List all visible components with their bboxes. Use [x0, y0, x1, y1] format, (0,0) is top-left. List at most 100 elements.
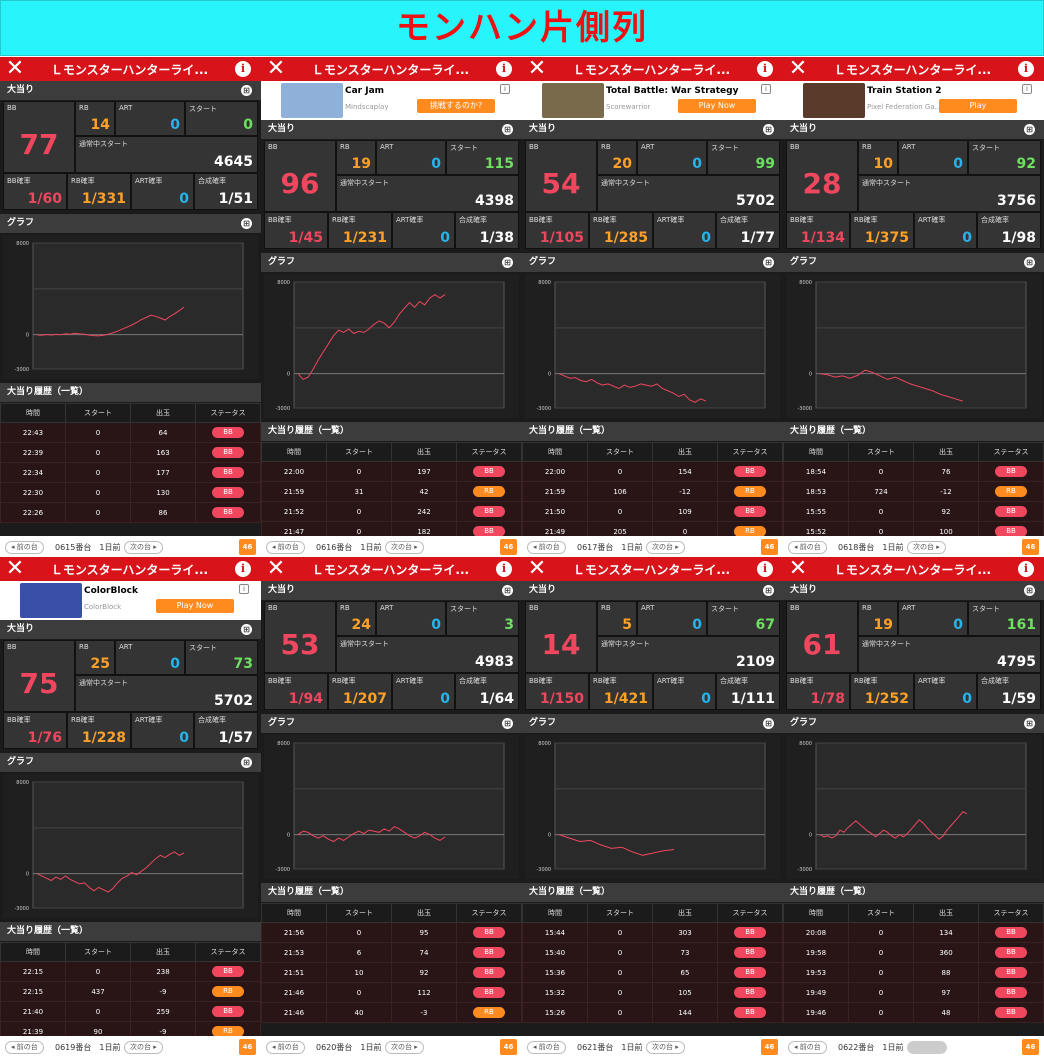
next-machine-button[interactable]: 次の台 ▸ — [385, 1041, 424, 1054]
info-icon[interactable]: i — [496, 61, 512, 77]
info-icon[interactable]: i — [757, 561, 773, 577]
ad-info-icon[interactable]: i — [761, 84, 771, 94]
prev-machine-button[interactable]: ◂ 前の台 — [527, 1041, 566, 1054]
prev-machine-button[interactable]: ◂ 前の台 — [788, 541, 827, 554]
prev-machine-button[interactable]: ◂ 前の台 — [266, 1041, 305, 1054]
next-machine-button[interactable]: 次の台 ▸ — [646, 1041, 685, 1054]
prev-machine-button[interactable]: ◂ 前の台 — [527, 541, 566, 554]
stat-label: RB確率 — [332, 677, 356, 685]
close-icon[interactable]: ✕ — [527, 557, 547, 581]
history-start: 0 — [848, 982, 914, 1003]
status-badge: BB — [995, 1007, 1027, 1018]
next-machine-button[interactable]: 次の台 ▸ — [385, 541, 424, 554]
graph-svg: 8000 0 -3000 — [14, 241, 244, 373]
prev-machine-button[interactable]: ◂ 前の台 — [266, 541, 305, 554]
ad-button[interactable]: Play — [939, 99, 1017, 113]
close-icon[interactable]: ✕ — [266, 57, 286, 81]
grid-icon[interactable]: ⊞ — [1024, 585, 1035, 596]
stat-label: ART確率 — [918, 216, 946, 224]
next-machine-button[interactable]: 次の台 ▸ — [907, 541, 946, 554]
stat-label: ART確率 — [657, 216, 685, 224]
grid-icon[interactable]: ⊞ — [1024, 124, 1035, 135]
close-icon[interactable]: ✕ — [5, 557, 25, 581]
next-machine-button[interactable]: 次の台 ▸ — [124, 1041, 163, 1054]
close-icon[interactable]: ✕ — [266, 557, 286, 581]
graph-section-header: グラフ ⊞ — [0, 214, 261, 233]
machine-panel: ✕ Ｌモンスターハンターライ... i Train Station 2 Pixe… — [783, 57, 1044, 558]
grid-icon[interactable]: ⊞ — [763, 257, 774, 268]
panel-titlebar: ✕ Ｌモンスターハンターライ... i — [522, 57, 783, 81]
grid-icon[interactable]: ⊞ — [1024, 257, 1035, 268]
payout-graph: 8000 0 -3000 — [525, 274, 780, 418]
close-icon[interactable]: ✕ — [5, 57, 25, 81]
info-icon[interactable]: i — [1018, 561, 1034, 577]
payout-line — [36, 851, 185, 893]
grid-icon[interactable]: ⊞ — [502, 585, 513, 596]
machine-id: 0618番台 — [838, 543, 875, 552]
grid-icon[interactable]: ⊞ — [502, 124, 513, 135]
history-status: BB — [456, 942, 522, 963]
next-machine-button[interactable]: 次の台 ▸ — [124, 541, 163, 554]
prev-machine-button[interactable]: ◂ 前の台 — [5, 1041, 44, 1054]
stat-bb_rate: BB確率 1/45 — [264, 212, 328, 249]
close-icon[interactable]: ✕ — [527, 57, 547, 81]
grid-icon[interactable]: ⊞ — [763, 718, 774, 729]
ad-banner[interactable]: Train Station 2 Pixel Federation Ga... P… — [783, 81, 1044, 120]
grid-icon[interactable]: ⊞ — [763, 585, 774, 596]
info-icon[interactable]: i — [496, 561, 512, 577]
panel-titlebar: ✕ Ｌモンスターハンターライ... i — [0, 557, 261, 581]
stat-bb: BB 28 — [786, 140, 858, 212]
info-icon[interactable]: i — [757, 61, 773, 77]
section-label: グラフ — [7, 757, 35, 767]
payout-line — [819, 811, 968, 840]
stat-rb_rate: RB確率 1/375 — [850, 212, 914, 249]
next-machine-button[interactable] — [907, 1041, 947, 1054]
table-row: 18:53 724 -12 RB — [783, 481, 1044, 502]
ad-info-icon[interactable]: i — [239, 584, 249, 594]
stat-label: RB確率 — [71, 716, 95, 724]
grid-icon[interactable]: ⊞ — [1024, 718, 1035, 729]
close-icon[interactable]: ✕ — [788, 557, 808, 581]
ad-button[interactable]: Play Now — [156, 599, 234, 613]
ad-info-icon[interactable]: i — [500, 84, 510, 94]
prev-machine-button[interactable]: ◂ 前の台 — [788, 1041, 827, 1054]
grid-icon[interactable]: ⊞ — [241, 624, 252, 635]
ad-button[interactable]: Play Now — [678, 99, 756, 113]
ad-info-icon[interactable]: i — [1022, 84, 1032, 94]
table-row: 22:00 0 154 BB — [522, 461, 783, 482]
history-start: 724 — [848, 481, 914, 502]
grid-icon[interactable]: ⊞ — [241, 218, 252, 229]
graph-plot-area — [815, 742, 1027, 870]
info-icon[interactable]: i — [235, 61, 251, 77]
grid-icon[interactable]: ⊞ — [241, 85, 252, 96]
info-icon[interactable]: i — [1018, 61, 1034, 77]
ad-button[interactable]: 挑戦するのか? — [417, 99, 495, 113]
history-section-header: 大当り履歴（一覧） — [783, 883, 1044, 902]
grid-icon[interactable]: ⊞ — [763, 124, 774, 135]
info-icon[interactable]: i — [235, 561, 251, 577]
stat-label: 通常中スタート — [79, 140, 128, 148]
close-icon[interactable]: ✕ — [788, 57, 808, 81]
machine-panel: ✕ Ｌモンスターハンターライ... i 大当り ⊞ BB 14 RB 5 ART 0… — [522, 557, 783, 1058]
grid-icon[interactable]: ⊞ — [502, 718, 513, 729]
ad-banner[interactable]: Car Jam Mindscaplay 挑戦するのか? i — [261, 81, 522, 120]
section-label: グラフ — [7, 218, 35, 228]
days-ago: 1日前 — [99, 1043, 121, 1052]
table-row: 21:59 31 42 RB — [261, 481, 522, 502]
stat-label: RB — [862, 604, 872, 612]
stat-value: 14 — [90, 117, 110, 133]
history-out: -12 — [913, 481, 979, 502]
ad-banner[interactable]: ColorBlock ColorBlock Play Now i — [0, 581, 261, 620]
grid-icon[interactable]: ⊞ — [502, 257, 513, 268]
stat-value: 1/228 — [81, 730, 126, 746]
ad-banner[interactable]: Total Battle: War Strategy Scorewarrior … — [522, 81, 783, 120]
stat-value: 0 — [179, 191, 189, 207]
y-tick-label: 8000 — [16, 780, 29, 786]
stat-label: RB — [340, 143, 350, 151]
grid-icon[interactable]: ⊞ — [241, 757, 252, 768]
next-machine-button[interactable]: 次の台 ▸ — [646, 541, 685, 554]
graph-section-header: グラフ ⊞ — [522, 253, 783, 272]
prev-machine-button[interactable]: ◂ 前の台 — [5, 541, 44, 554]
table-row: 21:46 40 -3 RB — [261, 1002, 522, 1023]
machine-number: 0616番台 1日前 — [316, 542, 381, 553]
